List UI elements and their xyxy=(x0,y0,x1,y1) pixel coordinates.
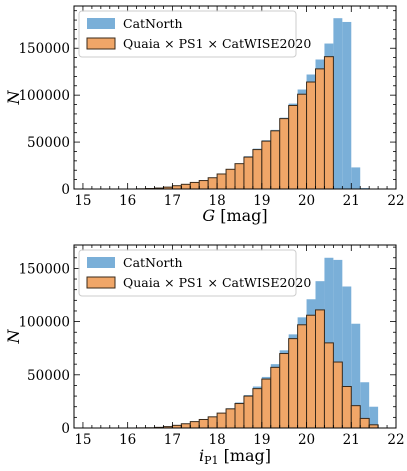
y-tick-label: 0 xyxy=(61,421,70,437)
bar-quaia xyxy=(243,395,254,428)
legend-swatch-quaia xyxy=(86,37,116,50)
bar-quaia xyxy=(288,104,299,189)
bar-quaia xyxy=(216,412,227,428)
x-tick-label: 18 xyxy=(209,432,226,448)
x-tick-label: 17 xyxy=(164,432,181,448)
y-tick-label: 150000 xyxy=(18,41,70,57)
x-tick-label: 16 xyxy=(119,432,136,448)
x-tick-label: 19 xyxy=(253,432,270,448)
bar-quaia xyxy=(180,423,191,428)
bar-quaia xyxy=(252,149,263,189)
bar-quaia xyxy=(341,386,352,428)
bar-quaia xyxy=(252,388,263,428)
bar-catnorth xyxy=(333,18,343,189)
bar-quaia xyxy=(207,177,218,189)
bar-quaia xyxy=(288,338,299,428)
y-tick-label: 100000 xyxy=(18,88,70,104)
y-axis-label: N xyxy=(4,90,23,106)
x-tick-label: 15 xyxy=(74,432,91,448)
bar-quaia xyxy=(279,118,290,189)
x-tick-label: 20 xyxy=(298,432,315,448)
bar-quaia xyxy=(306,314,316,428)
bar-quaia xyxy=(189,181,200,189)
legend-label-catnorth: CatNorth xyxy=(123,255,183,270)
legend-swatch-catnorth xyxy=(87,257,115,268)
bar-quaia xyxy=(279,353,290,428)
y-tick-label: 150000 xyxy=(18,261,70,277)
bar-catnorth xyxy=(369,406,379,428)
bar-quaia xyxy=(270,366,281,428)
bar-quaia xyxy=(261,378,272,428)
x-tick-label: 22 xyxy=(387,432,404,448)
x-axis-label: iP1 [mag] xyxy=(199,446,271,467)
legend-label-quaia: Quaia × PS1 × CatWISE2020 xyxy=(123,275,311,290)
bar-quaia xyxy=(332,361,343,428)
bar-catnorth xyxy=(360,382,370,428)
bar-catnorth xyxy=(351,167,361,189)
legend-swatch-catnorth xyxy=(87,18,115,29)
bar-quaia xyxy=(189,421,200,428)
bar-quaia xyxy=(216,173,227,189)
bar-catnorth xyxy=(342,286,352,428)
x-tick-label: 15 xyxy=(74,193,91,209)
x-axis-label: G [mag] xyxy=(202,206,267,225)
bar-quaia xyxy=(234,163,245,189)
bar-quaia xyxy=(323,56,334,189)
bar-quaia xyxy=(270,130,281,189)
bar-quaia xyxy=(323,342,334,428)
bar-catnorth xyxy=(333,259,343,428)
x-tick-label: 18 xyxy=(209,193,226,209)
x-tick-label: 20 xyxy=(298,193,315,209)
legend: CatNorth Quaia × PS1 × CatWISE2020 xyxy=(78,10,311,58)
y-tick-label: 50000 xyxy=(27,368,70,384)
bar-quaia xyxy=(315,68,325,189)
x-tick-label: 19 xyxy=(253,193,270,209)
bar-quaia xyxy=(350,405,361,428)
bar-quaia xyxy=(297,324,308,428)
bar-quaia xyxy=(234,403,245,428)
bar-quaia xyxy=(306,81,316,189)
bar-quaia xyxy=(207,416,218,428)
legend-label-quaia: Quaia × PS1 × CatWISE2020 xyxy=(123,36,311,51)
bar-quaia xyxy=(198,180,209,189)
x-tick-label: 22 xyxy=(387,193,404,209)
bar-quaia xyxy=(180,183,191,189)
bar-quaia xyxy=(243,156,254,189)
legend: CatNorth Quaia × PS1 × CatWISE2020 xyxy=(78,249,311,297)
y-axis-label: N xyxy=(4,329,23,345)
bar-quaia xyxy=(261,140,272,189)
bar-catnorth xyxy=(342,21,352,189)
y-tick-label: 0 xyxy=(61,182,70,198)
bar-quaia xyxy=(359,417,370,428)
bar-quaia xyxy=(198,418,209,428)
y-tick-label: 100000 xyxy=(18,315,70,331)
bar-quaia xyxy=(225,168,236,189)
legend-swatch-quaia xyxy=(86,276,116,289)
y-tick-label: 50000 xyxy=(27,135,70,151)
legend-label-catnorth: CatNorth xyxy=(123,16,183,31)
x-tick-label: 16 xyxy=(119,193,136,209)
x-tick-label: 21 xyxy=(343,193,360,209)
x-tick-label: 17 xyxy=(164,193,181,209)
x-tick-label: 21 xyxy=(343,432,360,448)
bar-quaia xyxy=(225,408,236,428)
bar-catnorth xyxy=(351,323,361,428)
bar-quaia xyxy=(297,93,308,189)
panel-g-mag: 15 16 17 18 19 20 21 22 0 50000 100000 150000 N G [ma… xyxy=(4,5,405,225)
bar-quaia xyxy=(315,309,325,428)
